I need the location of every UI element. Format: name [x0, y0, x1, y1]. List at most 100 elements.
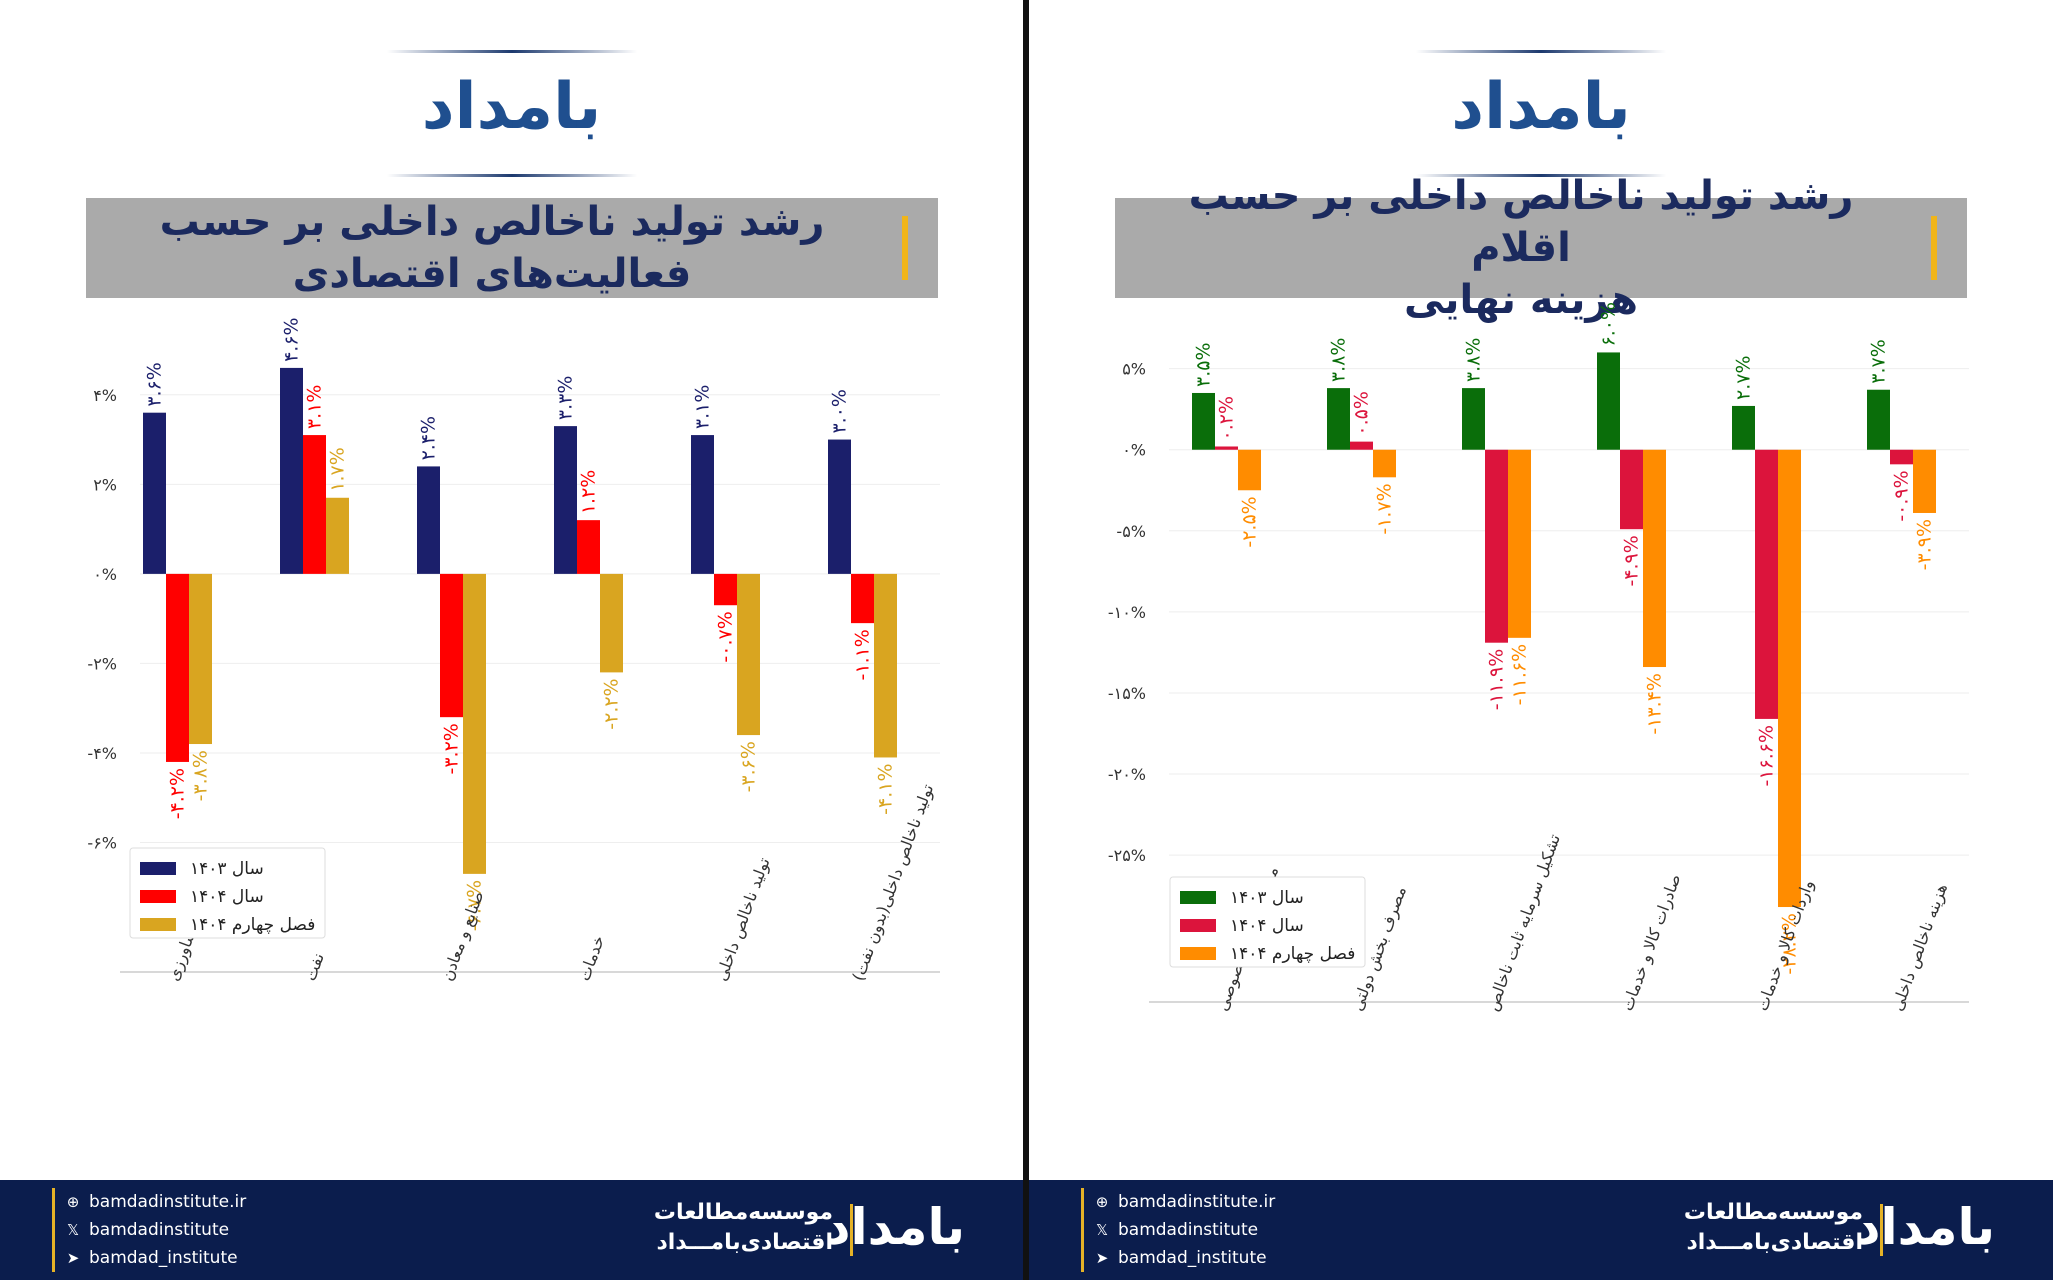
data-label: ۳.۷%: [1868, 339, 1890, 384]
x-tick-label: صادرات کالا و خدمات: [1617, 871, 1685, 1013]
bar-1: [1732, 405, 1755, 450]
footer-link-x[interactable]: 𝕏 bamdadinstitute: [1094, 1216, 1275, 1244]
bar-3: [1238, 449, 1261, 491]
footer-org-line-1: موسسه‌مطالعات: [653, 1200, 833, 1225]
footer: ⊕ bamdadinstitute.ir 𝕏 bamdadinstitute ➤…: [1029, 1180, 2053, 1280]
data-label: -۱۱.۹%: [1486, 649, 1508, 711]
logo-line-bottom: [1416, 174, 1666, 177]
legend-swatch: [140, 918, 176, 931]
y-tick-label: ۰%: [93, 565, 117, 584]
data-label: ۳.۶%: [144, 362, 166, 407]
bar-2: [303, 435, 326, 574]
data-label: ۳.۱%: [692, 385, 714, 430]
footer-logo: بامداد: [1854, 1198, 1995, 1256]
legend-box: [129, 847, 326, 939]
y-tick-label: -۵%: [1116, 522, 1146, 541]
y-tick-label: -۲%: [87, 654, 117, 673]
footer-links: ⊕ bamdadinstitute.ir 𝕏 bamdadinstitute ➤…: [1081, 1188, 1275, 1272]
footer-link-telegram[interactable]: ➤ bamdad_institute: [1094, 1244, 1275, 1272]
header-logo: بامداد: [1029, 48, 2053, 178]
footer-x-text: bamdadinstitute: [89, 1220, 230, 1240]
bar-2: [1890, 449, 1913, 465]
panel-divider: [1023, 0, 1029, 1280]
data-label: -۱.۷%: [1374, 483, 1396, 534]
bar-2: [440, 573, 463, 718]
bar-3: [874, 573, 897, 758]
bar-1: [143, 412, 166, 574]
panel-economic-activities: بامداد رشد تولید ناخالص داخلی بر حسب فعا…: [0, 0, 1023, 1280]
chart-title: رشد تولید ناخالص داخلی بر حسب اقلام هزین…: [1135, 173, 1907, 323]
chart-title-line-2: هزینه نهایی: [1403, 277, 1639, 323]
legend-swatch: [140, 890, 176, 903]
x-tick-label: هزینه ناخالص داخلی: [1887, 881, 1952, 1014]
telegram-icon: ➤: [66, 1249, 80, 1267]
y-tick-label: -۲۵%: [1108, 846, 1146, 865]
y-tick-label: -۱۰%: [1108, 603, 1146, 622]
data-label: -۲.۵%: [1239, 496, 1261, 547]
data-label: ۳.۵%: [1193, 342, 1215, 387]
chart-title-line-2: فعالیت‌های اقتصادی: [292, 251, 692, 297]
y-tick-label: ۵%: [1122, 360, 1146, 379]
data-label: -۴.۲%: [167, 768, 189, 819]
bar-1: [1327, 388, 1350, 450]
footer-telegram-text: bamdad_institute: [89, 1248, 238, 1268]
footer-link-telegram[interactable]: ➤ bamdad_institute: [65, 1244, 246, 1272]
x-tick-label: تشکیل سرمایه ثابت ناخالص: [1482, 832, 1565, 1014]
bar-3: [1778, 449, 1801, 908]
data-label: ۴.۶%: [281, 317, 303, 362]
panel-final-expenditure: بامداد رشد تولید ناخالص داخلی بر حسب اقل…: [1029, 0, 2053, 1280]
y-tick-label: -۶%: [87, 834, 117, 853]
data-label: -۴.۹%: [1621, 535, 1643, 586]
bar-2: [1755, 449, 1778, 719]
data-label: -۲.۲%: [601, 678, 623, 729]
footer-separator: [1880, 1204, 1883, 1256]
legend-swatch: [1180, 919, 1216, 932]
bar-2: [714, 573, 737, 606]
bar-3: [1643, 449, 1666, 668]
bar-2: [851, 573, 874, 624]
x-icon: 𝕏: [1095, 1221, 1109, 1239]
title-accent-bar: [902, 216, 908, 280]
data-label: ۱.۷%: [327, 447, 349, 492]
bar-3: [1913, 449, 1936, 513]
bar-2: [166, 573, 189, 762]
y-tick-label: -۱۵%: [1108, 684, 1146, 703]
footer: ⊕ bamdadinstitute.ir 𝕏 bamdadinstitute ➤…: [0, 1180, 1023, 1280]
bamdad-logo: بامداد: [1451, 70, 1631, 144]
data-label: -۰.۹%: [1891, 470, 1913, 521]
y-tick-label: -۲۰%: [1108, 765, 1146, 784]
bar-1: [1462, 388, 1485, 450]
data-label: ۱.۲%: [578, 470, 600, 515]
bar-2: [1485, 449, 1508, 643]
y-tick-label: ۴%: [93, 386, 117, 405]
data-label: -۳.۶%: [738, 741, 760, 792]
bar-3: [600, 573, 623, 673]
data-label: ۳.۱%: [304, 385, 326, 430]
data-label: ۳.۰%: [829, 389, 851, 434]
data-label: ۳.۳%: [555, 376, 577, 421]
legend-swatch: [1180, 891, 1216, 904]
data-label: ۰.۵%: [1351, 391, 1373, 436]
footer-link-x[interactable]: 𝕏 bamdadinstitute: [65, 1216, 246, 1244]
bar-1: [554, 426, 577, 574]
bar-2: [1350, 441, 1373, 450]
bar-2: [1215, 446, 1238, 450]
globe-icon: ⊕: [1095, 1193, 1109, 1211]
globe-icon: ⊕: [66, 1193, 80, 1211]
bar-3: [326, 497, 349, 574]
bar-1: [1867, 389, 1890, 450]
bar-chart-economic-activities: ۴%۲%۰%-۲%-۴%-۶%۳.۶%-۴.۲% -۳.۸%کشاورزی۴.۶%…: [87, 317, 940, 984]
x-tick-label: خدمات: [574, 933, 608, 983]
data-label: -۳.۹%: [1914, 519, 1936, 570]
logo-line-top: [1416, 50, 1666, 53]
bar-1: [280, 367, 303, 574]
data-label: ۳.۸%: [1328, 338, 1350, 383]
footer-link-website[interactable]: ⊕ bamdadinstitute.ir: [65, 1188, 247, 1216]
footer-link-website[interactable]: ⊕ bamdadinstitute.ir: [1094, 1188, 1276, 1216]
data-label: ۲.۴%: [418, 416, 440, 461]
x-tick-label: تولید ناخالص داخلی: [711, 855, 774, 984]
bamdad-logo: بامداد: [421, 70, 602, 144]
bar-2: [577, 520, 600, 574]
data-label: -۴.۱%: [875, 763, 897, 814]
logo-line-top: [386, 50, 637, 53]
